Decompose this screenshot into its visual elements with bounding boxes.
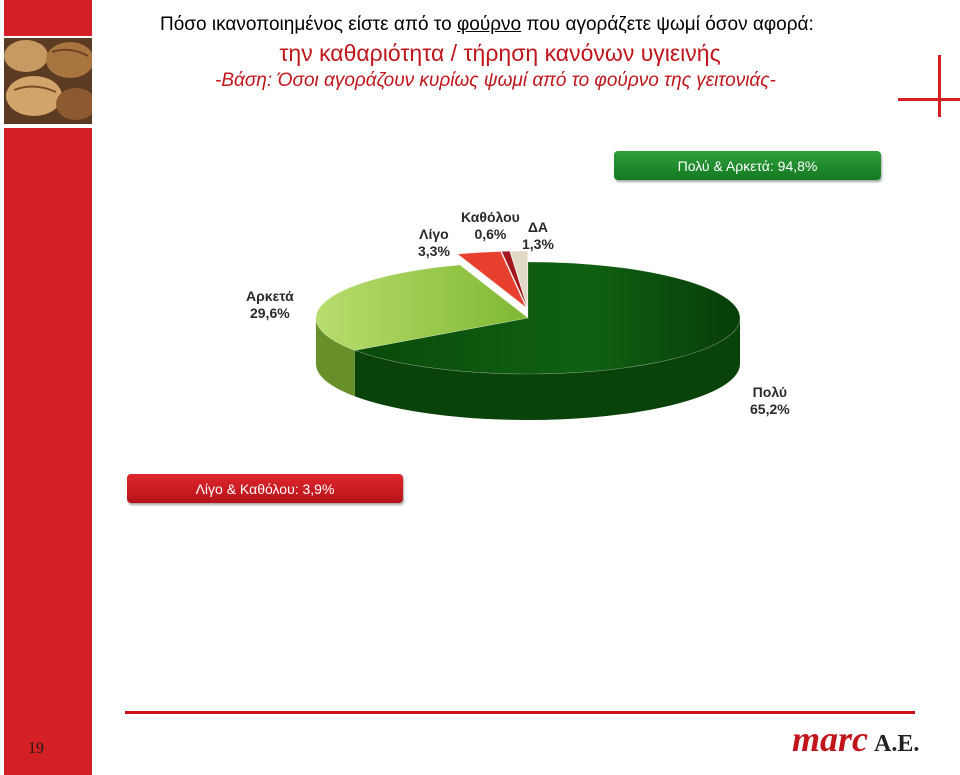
decor-horizontal-line <box>898 98 960 101</box>
summary-negative-badge: Λίγο & Καθόλου: 3,9% <box>127 474 403 503</box>
sidebar: 19 <box>0 0 93 775</box>
logo-main: marc <box>792 719 868 759</box>
label-arketa: Αρκετά 29,6% <box>246 288 294 322</box>
page-number: 19 <box>28 740 44 757</box>
label-da-value: 1,3% <box>522 236 554 252</box>
question-base: -Βάση: Όσοι αγοράζουν κυρίως ψωμί από το… <box>215 70 776 91</box>
label-ligo-value: 3,3% <box>418 243 450 259</box>
sidebar-top-band <box>4 0 92 36</box>
logo-suffix: A.E. <box>874 731 920 757</box>
label-da: ΔΑ 1,3% <box>522 219 554 253</box>
label-arketa-name: Αρκετά <box>246 288 294 304</box>
label-katholou-value: 0,6% <box>474 226 507 242</box>
pie-top-group <box>315 250 741 375</box>
label-katholou-name: Καθόλου <box>461 209 520 225</box>
label-ligo-name: Λίγο <box>419 226 449 242</box>
sidebar-red-band <box>4 128 92 775</box>
summary-positive-badge: Πολύ & Αρκετά: 94,8% <box>614 151 881 180</box>
label-poly-name: Πολύ <box>752 384 788 400</box>
bread-photo <box>4 38 92 124</box>
marc-logo: marc A.E. <box>792 718 919 760</box>
footer-line <box>125 711 915 714</box>
question-link: φούρνο <box>456 14 522 35</box>
pie-slice-0 <box>353 261 741 375</box>
pie-slice-3 <box>501 250 528 308</box>
label-katholou: Καθόλου 0,6% <box>461 209 520 243</box>
pie-slice-1 <box>315 264 529 351</box>
question-pre: Πόσο ικανοποιημένος είστε από το <box>160 14 452 35</box>
label-da-name: ΔΑ <box>527 219 549 235</box>
label-ligo: Λίγο 3,3% <box>418 226 450 260</box>
decor-vertical-line <box>938 55 941 117</box>
pie-side-group <box>316 318 740 421</box>
label-poly-value: 65,2% <box>750 401 790 417</box>
pie-side-1-0 <box>316 318 355 397</box>
label-arketa-value: 29,6% <box>249 305 290 321</box>
question-post: που αγοράζετε ψωμί όσον αφορά: <box>526 14 814 35</box>
pie-slice-4 <box>509 250 528 308</box>
pie-slice-2 <box>456 251 527 308</box>
question-subject: την καθαριότητα / τήρηση κανόνων υγιεινή… <box>279 40 721 66</box>
question-title: Πόσο ικανοποιημένος είστε από το φούρνο … <box>160 14 814 36</box>
pie-side-0-0 <box>354 318 740 421</box>
label-poly: Πολύ 65,2% <box>750 384 790 418</box>
